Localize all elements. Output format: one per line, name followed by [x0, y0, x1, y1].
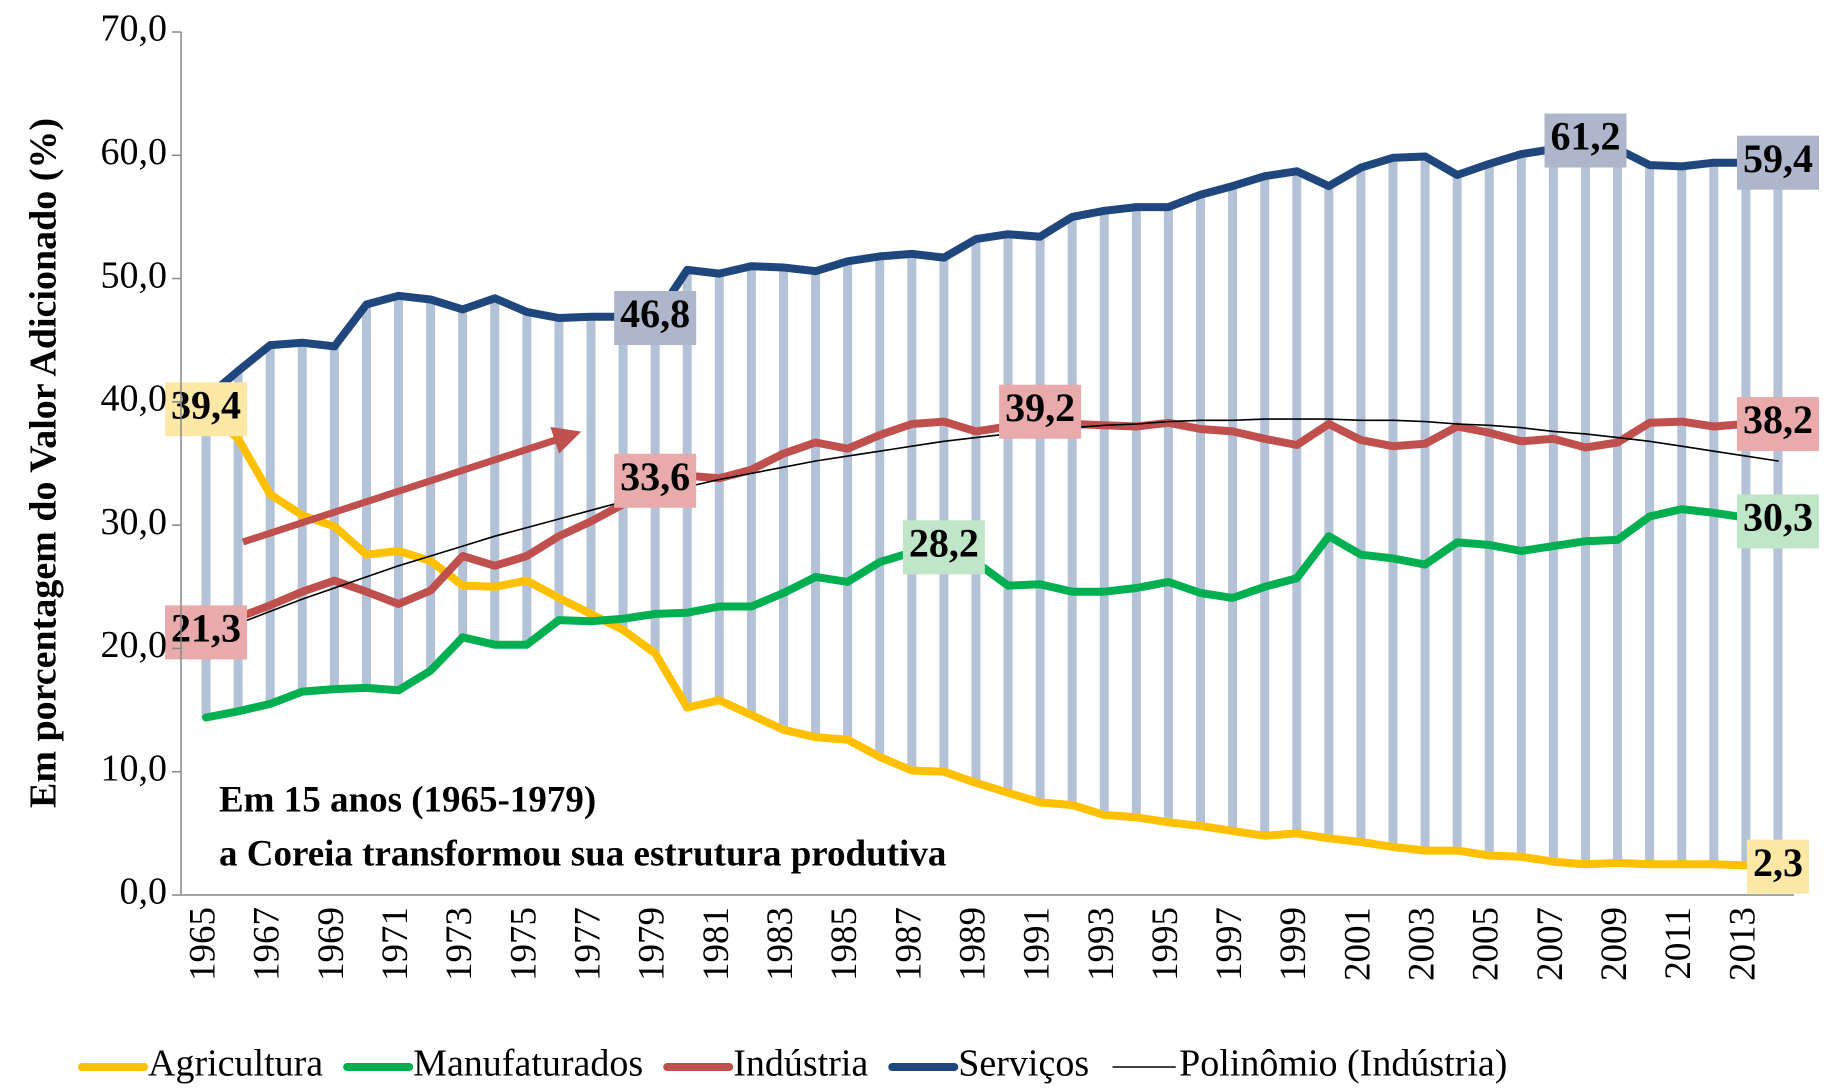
data-label: 39,2 — [1005, 385, 1075, 430]
series-line — [202, 407, 1782, 637]
data-label-box — [165, 605, 248, 660]
x-tick-label: 2003 — [1402, 907, 1443, 981]
x-tick-label: 2005 — [1466, 907, 1507, 981]
legend-label: Polinômio (Indústria) — [1179, 1043, 1507, 1085]
series-line — [202, 136, 1782, 403]
x-tick-label: 1965 — [183, 907, 224, 981]
annotation: a Coreia transformou sua estrutura produ… — [219, 833, 946, 874]
x-tick-label: 1999 — [1273, 907, 1314, 981]
data-label: 59,4 — [1743, 136, 1813, 181]
data-label: 30,3 — [1743, 495, 1813, 540]
data-label-box — [999, 384, 1082, 439]
data-label: 33,6 — [620, 454, 690, 499]
annotation: Em 15 anos (1965-1979) — [219, 779, 596, 820]
x-tick-label: 2007 — [1530, 907, 1571, 981]
data-label: 21,3 — [171, 606, 241, 651]
y-tick-label: 60,0 — [101, 131, 168, 173]
series-lines — [202, 136, 1782, 871]
x-tick-label: 1991 — [1017, 907, 1058, 981]
x-tick-label: 1979 — [632, 907, 673, 981]
x-tick-label: 1967 — [247, 907, 288, 981]
trend-line — [205, 418, 1779, 637]
high-low-lines — [201, 140, 1783, 867]
y-tick-label: 20,0 — [101, 624, 168, 666]
x-tick-label: 1973 — [439, 907, 480, 981]
series-line — [202, 505, 1782, 722]
x-tick-label: 1969 — [311, 907, 352, 981]
data-label-box — [902, 520, 985, 575]
x-tick-label: 2013 — [1722, 907, 1763, 981]
data-label: 46,8 — [620, 291, 690, 336]
y-axis-title: Em porcentagem do Valor Adicionado (%) — [23, 118, 65, 808]
data-label: 61,2 — [1550, 114, 1620, 159]
y-tick-label: 70,0 — [101, 8, 168, 50]
x-tick-label: 1987 — [888, 907, 929, 981]
legend-label: Serviços — [958, 1043, 1089, 1085]
data-label-box — [1736, 135, 1819, 190]
data-label: 28,2 — [909, 521, 979, 566]
x-tick-label: 2001 — [1337, 907, 1378, 981]
data-labels: 39,4 2,3 28,2 30,3 21,3 33,6 39,2 38,2 46,8 61,2 5… — [165, 113, 1819, 894]
data-label: 38,2 — [1743, 397, 1813, 442]
data-label-box — [165, 382, 248, 437]
x-tick-label: 1985 — [824, 907, 865, 981]
x-tick-label: 1977 — [567, 907, 608, 981]
data-label-box — [1544, 113, 1627, 168]
data-label-box — [614, 453, 697, 508]
legend-label: Agricultura — [148, 1043, 323, 1085]
trend-arrow — [241, 427, 582, 546]
series-line — [202, 405, 1782, 871]
y-tick-label: 10,0 — [101, 747, 168, 789]
x-tick-label: 1995 — [1145, 907, 1186, 981]
legend-label: Indústria — [733, 1043, 868, 1085]
x-tick-label: 1971 — [375, 907, 416, 981]
data-label-box — [1736, 397, 1819, 452]
y-tick-label: 0,0 — [120, 871, 168, 913]
data-label-box — [614, 291, 697, 346]
x-tick-label: 1983 — [760, 907, 801, 981]
legend-label: Manufaturados — [413, 1043, 643, 1085]
x-tick-label: 1989 — [952, 907, 993, 981]
x-tick-label: 1993 — [1081, 907, 1122, 981]
x-tick-label: 2009 — [1594, 907, 1635, 981]
x-tick-label: 1997 — [1209, 907, 1250, 981]
x-tick-label: 1975 — [503, 907, 544, 981]
data-label: 2,3 — [1753, 840, 1803, 885]
y-tick-label: 40,0 — [101, 378, 168, 420]
y-tick-label: 30,0 — [101, 501, 168, 543]
y-tick-label: 50,0 — [101, 254, 168, 296]
x-tick-label: 2011 — [1658, 907, 1699, 980]
data-label: 39,4 — [171, 382, 241, 427]
x-tick-label: 1981 — [696, 907, 737, 981]
data-label-box — [1746, 839, 1809, 894]
data-label-box — [1736, 494, 1819, 549]
